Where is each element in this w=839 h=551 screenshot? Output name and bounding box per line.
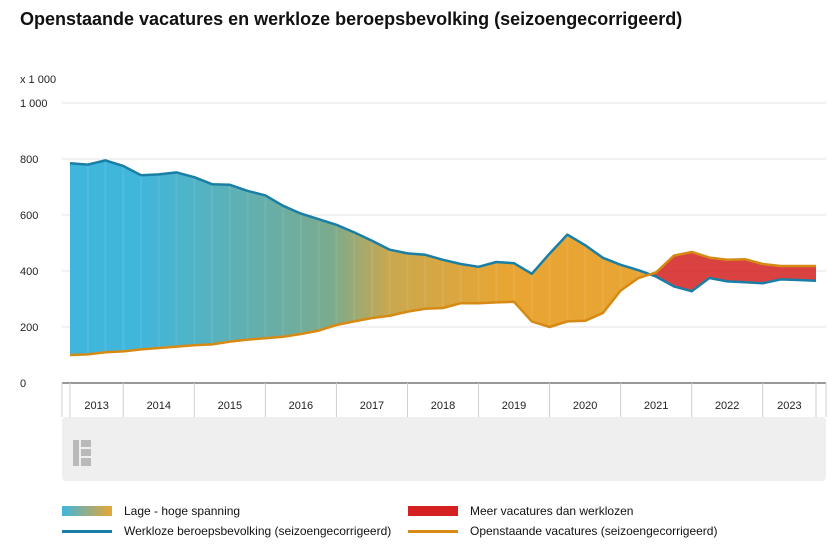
x-tick-label: 2014 xyxy=(147,400,171,412)
x-tick-label: 2016 xyxy=(289,400,313,412)
x-tick-label: 2013 xyxy=(84,400,108,412)
x-tick-label: 2018 xyxy=(431,400,455,412)
chart-footer xyxy=(62,417,826,481)
y-tick-label: 1 000 xyxy=(20,98,48,110)
area-low-high-tension xyxy=(70,160,650,355)
y-tick-label: 800 xyxy=(20,154,38,166)
x-tick-label: 2017 xyxy=(360,400,384,412)
x-tick-label: 2020 xyxy=(573,400,597,412)
y-unit-label: x 1 000 xyxy=(20,74,56,86)
series-unemployed-line xyxy=(69,159,817,293)
cbs-logo xyxy=(73,440,91,466)
y-tick-label: 600 xyxy=(20,210,38,222)
y-tick-label: 200 xyxy=(20,322,38,334)
area-more-vacancies xyxy=(649,252,816,292)
chart-title: Openstaande vacatures en werkloze beroep… xyxy=(20,9,683,29)
series-vacancies-line xyxy=(69,250,816,357)
x-tick-label: 2022 xyxy=(715,400,739,412)
x-tick-label: 2023 xyxy=(777,400,801,412)
x-tick-label: 2015 xyxy=(218,400,242,412)
y-tick-label: 0 xyxy=(20,378,26,390)
y-tick-label: 400 xyxy=(20,266,38,278)
x-tick-label: 2019 xyxy=(502,400,526,412)
x-tick-label: 2021 xyxy=(644,400,668,412)
